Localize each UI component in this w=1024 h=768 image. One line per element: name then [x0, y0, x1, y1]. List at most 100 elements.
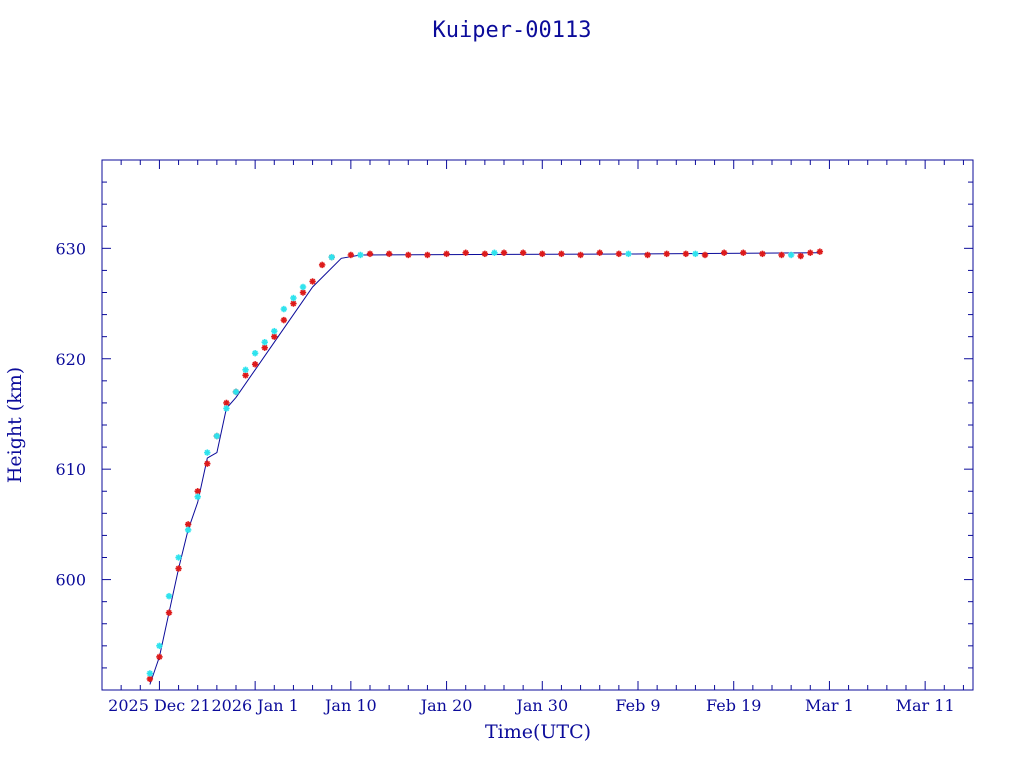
data-point-red	[682, 250, 690, 258]
data-point-red	[807, 249, 814, 256]
data-point-cyan	[299, 283, 307, 291]
data-point-cyan	[625, 250, 632, 258]
data-point-red	[577, 251, 584, 259]
marker-stroke	[242, 366, 249, 373]
chart-title: Kuiper-00113	[433, 18, 592, 43]
data-point-cyan	[146, 670, 154, 677]
x-tick-label: 2025 Dec 21	[108, 696, 211, 715]
data-point-cyan	[328, 253, 335, 261]
data-point-cyan	[261, 338, 268, 346]
data-point-cyan	[213, 432, 221, 440]
data-point-red	[251, 361, 259, 368]
marker-stroke	[290, 295, 297, 301]
marker-stroke	[482, 251, 488, 257]
marker-stroke	[300, 289, 306, 296]
marker-stroke	[424, 252, 431, 258]
y-tick-label: 610	[55, 460, 86, 479]
data-point-red	[242, 372, 249, 379]
marker-stroke	[817, 248, 823, 255]
marker-stroke	[702, 252, 708, 258]
y-tick-label: 600	[55, 571, 86, 590]
data-point-red	[271, 333, 278, 340]
data-point-cyan	[156, 642, 163, 650]
data-point-red	[797, 252, 804, 260]
data-point-red	[740, 249, 747, 256]
marker-stroke	[788, 252, 794, 258]
marker-stroke	[405, 252, 412, 258]
data-point-red	[175, 565, 182, 572]
x-tick-label: Jan 30	[514, 696, 568, 715]
data-point-red	[663, 250, 670, 258]
marker-stroke	[281, 317, 287, 323]
marker-stroke	[807, 249, 814, 256]
marker-stroke	[261, 339, 268, 345]
x-tick-label: Feb 19	[706, 696, 761, 715]
marker-stroke	[175, 554, 182, 561]
data-point-cyan	[491, 249, 498, 256]
marker-stroke	[185, 527, 191, 533]
marker-stroke	[357, 252, 364, 258]
marker-stroke	[156, 643, 163, 649]
marker-stroke	[300, 284, 306, 290]
marker-stroke	[616, 251, 622, 257]
marker-stroke	[214, 433, 220, 439]
data-point-cyan	[204, 449, 211, 456]
x-tick-label: Jan 20	[419, 696, 473, 715]
data-point-red	[309, 278, 316, 285]
marker-stroke	[147, 670, 153, 677]
data-point-cyan	[271, 327, 278, 335]
data-layer	[146, 248, 824, 685]
marker-stroke	[166, 593, 172, 599]
marker-stroke	[156, 654, 163, 660]
tick-labels: 2025 Dec 21 2026 Jan 1 Jan 10 Jan 20 Jan 30 F…	[55, 239, 954, 715]
marker-stroke	[759, 251, 766, 257]
data-point-red	[500, 249, 508, 256]
data-point-red	[443, 250, 450, 258]
data-point-cyan	[251, 350, 259, 357]
x-tick-label: Jan 10	[323, 696, 377, 715]
data-point-red	[596, 249, 603, 256]
marker-stroke	[577, 252, 584, 258]
marker-stroke	[596, 249, 603, 256]
y-axis-label: Height (km)	[4, 367, 26, 483]
marker-stroke	[204, 449, 211, 456]
marker-stroke	[261, 344, 268, 351]
marker-stroke	[740, 249, 747, 256]
marker-stroke	[692, 251, 699, 257]
data-point-red	[424, 251, 431, 259]
marker-stroke	[223, 405, 230, 412]
marker-stroke	[319, 262, 325, 268]
marker-stroke	[348, 252, 354, 258]
data-point-red	[261, 344, 268, 351]
data-point-cyan	[223, 405, 230, 412]
marker-stroke	[683, 251, 689, 257]
data-point-cyan	[692, 250, 699, 258]
data-point-cyan	[232, 388, 240, 396]
data-point-red	[318, 261, 326, 269]
data-point-red	[481, 250, 489, 258]
marker-stroke	[233, 389, 239, 395]
data-point-red	[720, 249, 728, 256]
data-point-red	[539, 250, 546, 258]
axis-ticks	[101, 159, 973, 691]
x-tick-label: Mar 11	[896, 696, 955, 715]
marker-stroke	[462, 249, 469, 256]
marker-stroke	[223, 400, 230, 406]
marker-stroke	[147, 676, 153, 682]
x-tick-label: Mar 1	[805, 696, 854, 715]
data-point-red	[644, 251, 651, 259]
x-tick-label: Feb 9	[615, 696, 660, 715]
marker-stroke	[663, 251, 670, 257]
data-point-red	[778, 251, 785, 259]
data-point-cyan	[280, 305, 288, 313]
data-point-red	[558, 250, 565, 258]
data-point-cyan	[787, 251, 795, 259]
marker-stroke	[194, 493, 201, 500]
data-point-red	[204, 460, 211, 467]
data-point-red	[156, 653, 163, 661]
data-point-cyan	[290, 294, 297, 302]
data-point-red	[462, 249, 469, 256]
marker-stroke	[290, 300, 297, 307]
data-point-red	[299, 289, 307, 296]
